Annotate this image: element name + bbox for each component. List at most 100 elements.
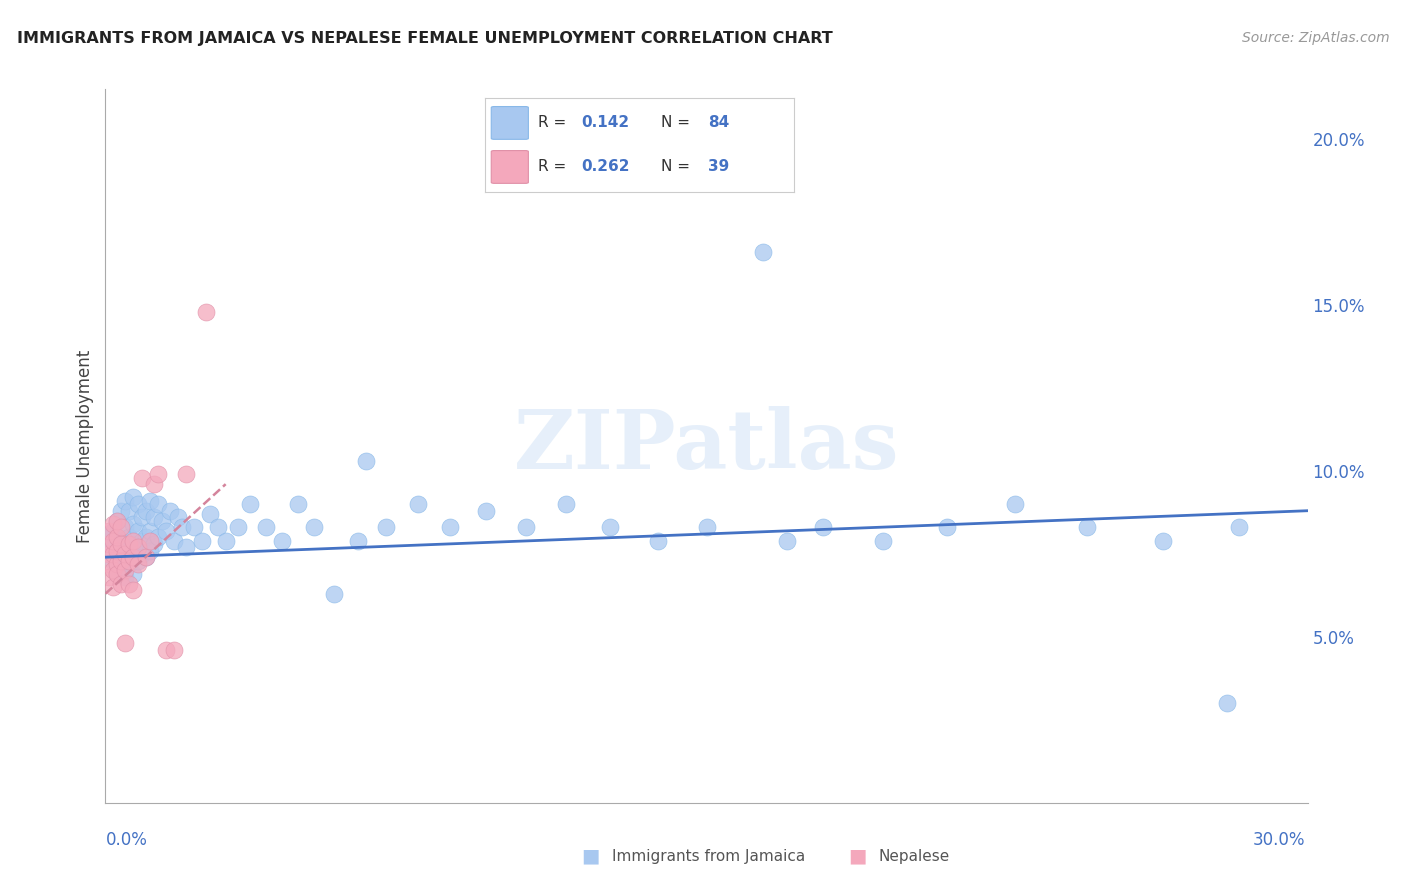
Point [98,557,121,571]
Text: 30.0%: 30.0% [1253,831,1305,849]
Point [347,533,370,548]
Point [103,547,125,561]
Point [1076,520,1098,534]
Point [103,524,125,538]
Text: R =: R = [537,159,571,174]
Text: N =: N = [661,159,695,174]
Point [170,520,193,534]
Point [122,550,145,565]
Point [776,533,799,548]
Point [146,497,169,511]
Point [118,576,141,591]
Point [118,530,141,544]
Point [122,491,145,505]
Point [114,564,136,578]
Point [1152,533,1174,548]
Point [194,304,217,318]
Point [131,533,153,548]
Point [936,520,959,534]
Point [811,520,834,534]
Point [322,587,344,601]
Point [146,467,169,482]
Point [114,547,136,561]
Point [114,493,136,508]
Text: 39: 39 [707,159,730,174]
Point [374,520,398,534]
Point [110,550,132,565]
Point [254,520,277,534]
Point [127,553,149,567]
Text: Source: ZipAtlas.com: Source: ZipAtlas.com [1241,31,1389,45]
Point [122,566,145,581]
Point [162,533,184,548]
Text: 0.0%: 0.0% [105,831,148,849]
Point [515,520,537,534]
Point [103,553,125,567]
Point [214,533,236,548]
Point [239,497,262,511]
Point [302,520,325,534]
Point [183,520,205,534]
Point [599,520,621,534]
Point [98,537,121,551]
Point [190,533,212,548]
Text: R =: R = [537,115,571,130]
Point [127,557,149,571]
Point [107,557,129,571]
Point [159,504,181,518]
Point [146,530,169,544]
Point [131,510,153,524]
Point [107,543,129,558]
Point [207,520,229,534]
Point [142,537,165,551]
Point [118,504,141,518]
Point [174,540,197,554]
Point [98,530,121,544]
Point [696,520,718,534]
Point [122,583,145,598]
Point [122,533,145,548]
Point [98,547,121,561]
Point [135,550,157,565]
FancyBboxPatch shape [491,106,529,139]
Text: Nepalese: Nepalese [879,849,950,863]
Text: IMMIGRANTS FROM JAMAICA VS NEPALESE FEMALE UNEMPLOYMENT CORRELATION CHART: IMMIGRANTS FROM JAMAICA VS NEPALESE FEMA… [17,31,832,46]
Point [155,643,177,657]
Point [122,516,145,531]
Point [135,504,157,518]
Point [103,516,125,531]
Point [103,580,125,594]
Point [155,524,177,538]
Point [107,557,129,571]
Text: ZIPatlas: ZIPatlas [513,406,900,486]
Point [110,537,132,551]
Point [127,540,149,554]
Text: N =: N = [661,115,695,130]
Point [872,533,894,548]
Point [127,540,149,554]
Point [127,497,149,511]
Text: 0.262: 0.262 [581,159,630,174]
Text: ■: ■ [581,847,600,866]
Point [118,557,141,571]
Point [131,547,153,561]
Point [406,497,429,511]
Point [354,454,377,468]
Point [142,510,165,524]
Point [287,497,309,511]
Point [135,530,157,544]
Text: ■: ■ [848,847,868,866]
Point [439,520,461,534]
Point [110,564,132,578]
Point [107,514,129,528]
Point [162,643,184,657]
Point [103,533,125,548]
Point [114,540,136,554]
Point [198,507,221,521]
Point [107,543,129,558]
FancyBboxPatch shape [491,151,529,184]
Point [110,553,132,567]
Point [138,543,160,558]
Point [555,497,578,511]
Point [1004,497,1026,511]
